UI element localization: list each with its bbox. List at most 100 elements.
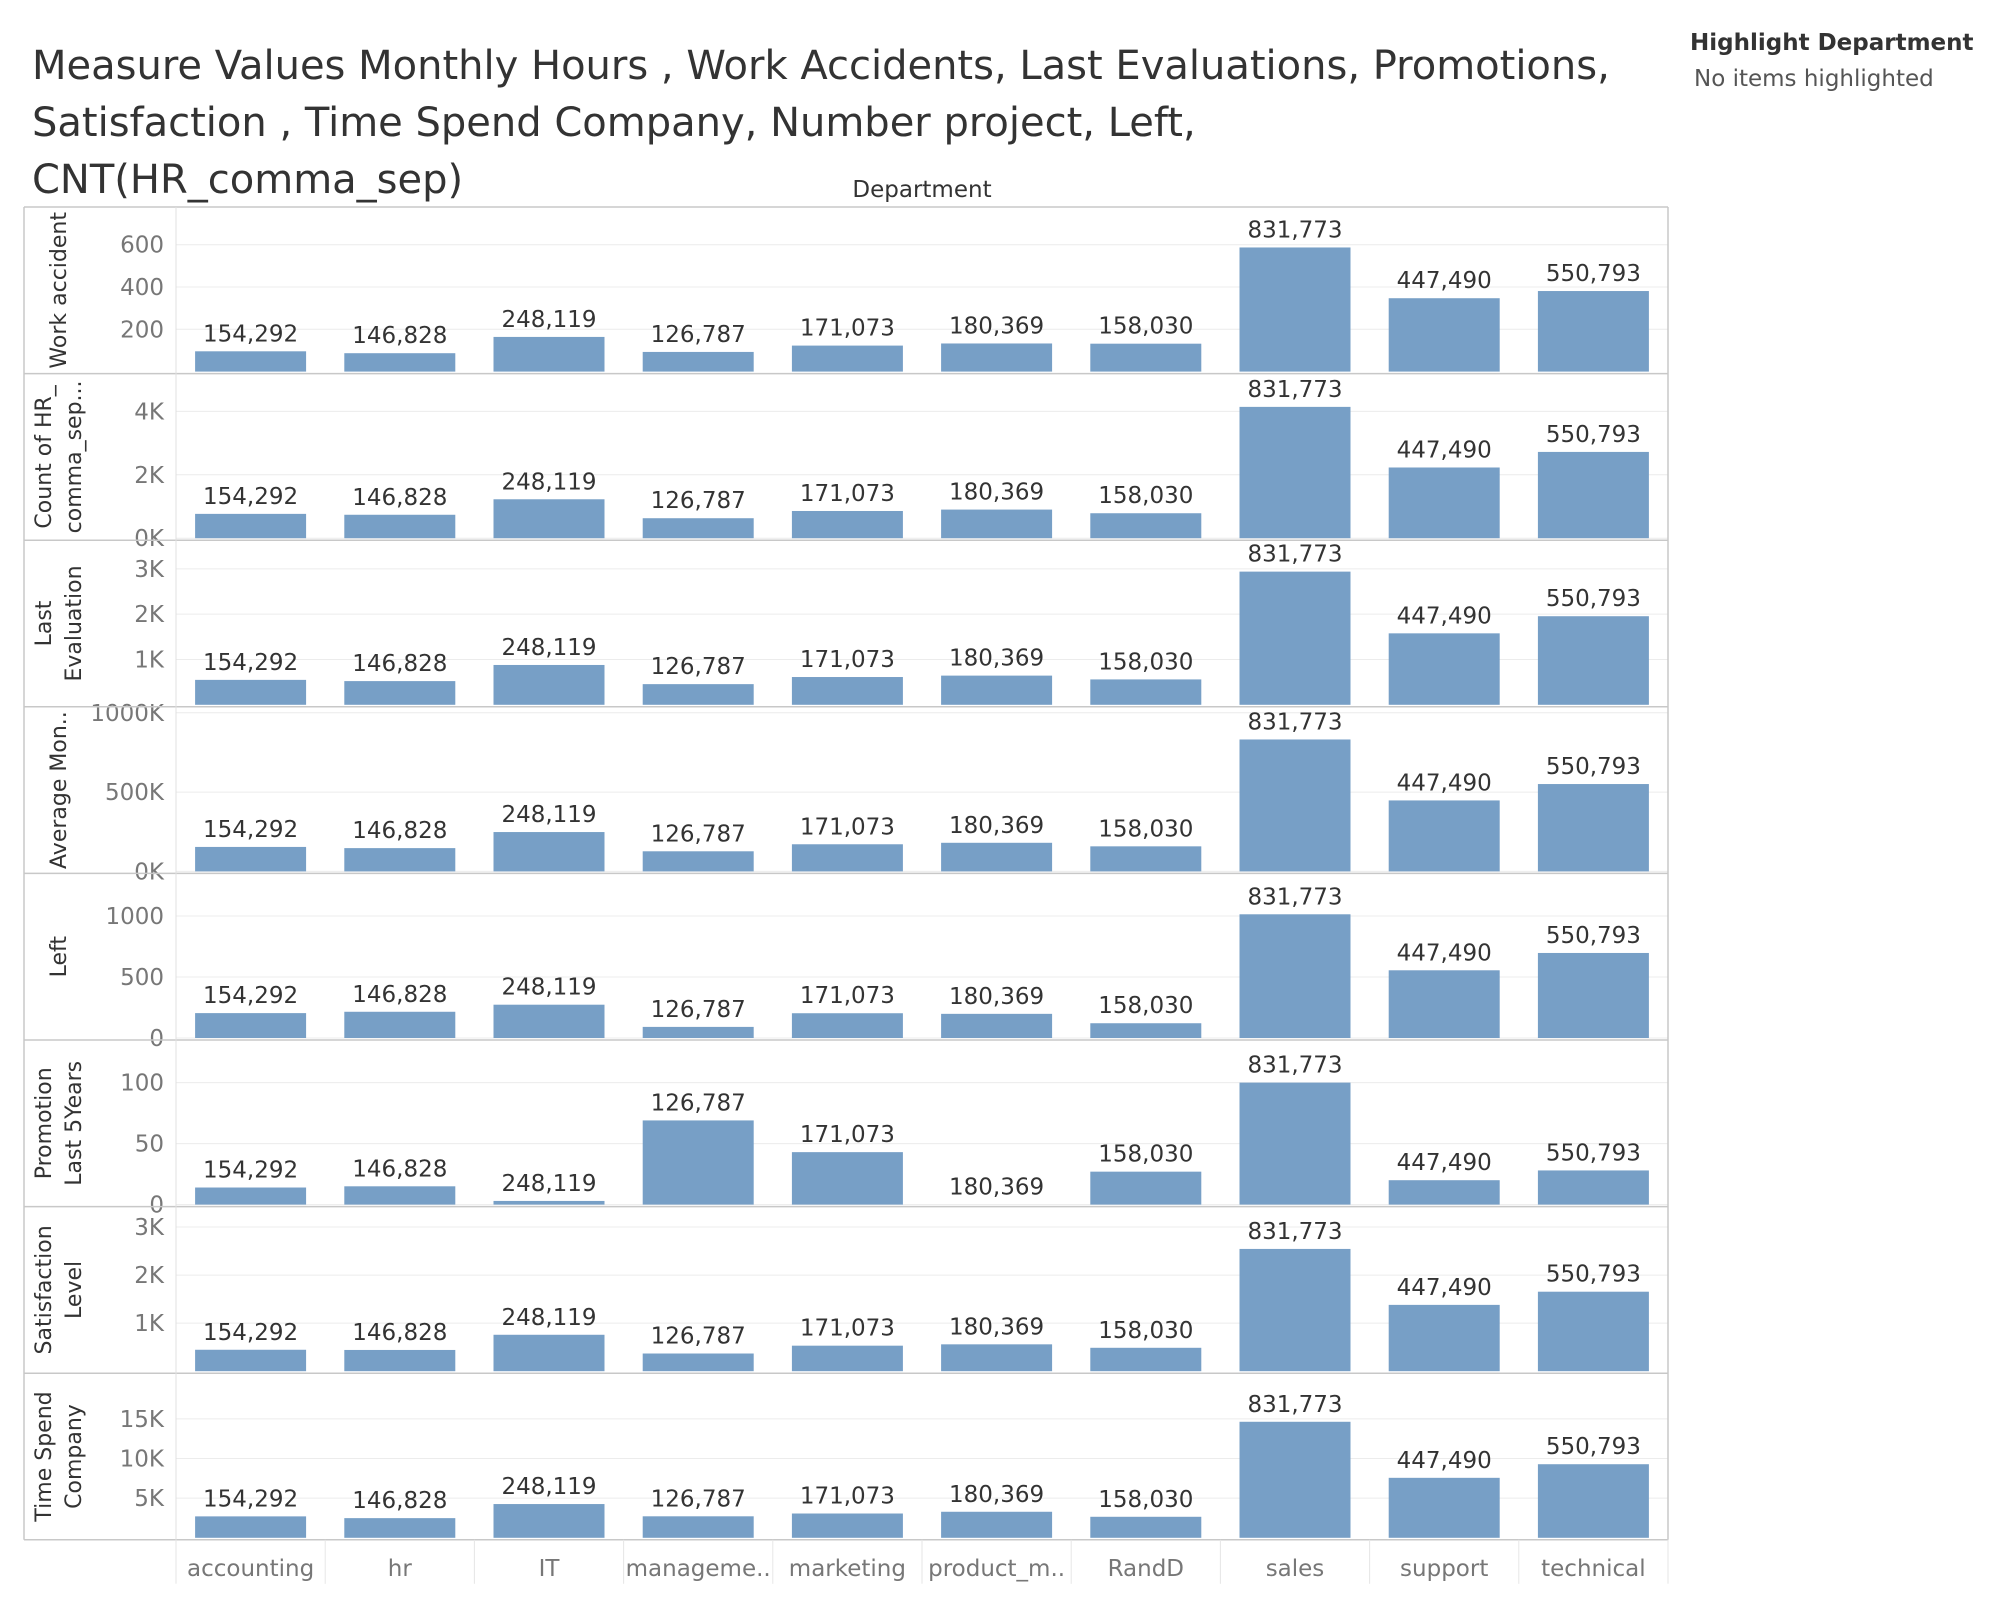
data-label: 158,030 [1098, 816, 1193, 842]
y-tick-label: 0K [134, 859, 165, 885]
data-label: 831,773 [1247, 1219, 1342, 1245]
data-label: 154,292 [203, 983, 298, 1009]
data-label: 154,292 [203, 1486, 298, 1512]
data-label: 126,787 [651, 1486, 746, 1512]
bar [1090, 679, 1202, 705]
bar [344, 514, 456, 539]
data-label: 550,793 [1546, 1140, 1641, 1166]
bar [1090, 1171, 1202, 1205]
y-tick-label: 2K [134, 602, 165, 628]
bar [941, 1013, 1053, 1038]
data-label: 180,369 [949, 813, 1044, 839]
y-tick-label: 400 [120, 275, 164, 301]
bar [1388, 1304, 1500, 1372]
y-tick-label: 1K [134, 1311, 165, 1337]
bar [493, 1334, 605, 1372]
data-label: 831,773 [1247, 709, 1342, 735]
data-label: 126,787 [651, 997, 746, 1023]
category-label: manageme.. [626, 1556, 771, 1582]
data-label: 447,490 [1397, 603, 1492, 629]
bar [493, 832, 605, 872]
bar [493, 664, 605, 705]
bar [1537, 1464, 1649, 1538]
row-label: Evaluation [62, 565, 87, 681]
bar [791, 510, 903, 539]
row-label: Promotion [32, 1067, 57, 1179]
data-label: 171,073 [800, 316, 895, 342]
bar [941, 509, 1053, 539]
bar [791, 1152, 903, 1205]
data-label: 550,793 [1546, 754, 1641, 780]
data-label: 180,369 [949, 313, 1044, 339]
bar [1239, 739, 1351, 872]
highlight-legend-status[interactable]: No items highlighted [1694, 66, 1934, 92]
data-label: 180,369 [949, 480, 1044, 506]
data-label: 447,490 [1397, 437, 1492, 463]
data-label: 248,119 [501, 975, 596, 1001]
row-label: Time Spend [32, 1391, 57, 1522]
data-label: 248,119 [501, 635, 596, 661]
bar [1388, 298, 1500, 372]
y-tick-label: 10K [120, 1447, 165, 1473]
data-label: 171,073 [800, 1484, 895, 1510]
data-label: 550,793 [1546, 1434, 1641, 1460]
bar [642, 351, 754, 372]
bar [195, 351, 307, 372]
bar [1537, 784, 1649, 872]
data-label: 158,030 [1098, 649, 1193, 675]
bar [344, 681, 456, 705]
data-label: 831,773 [1247, 884, 1342, 910]
bar [941, 1511, 1053, 1538]
bar [1388, 467, 1500, 539]
bar [195, 513, 307, 539]
bar [642, 518, 754, 539]
bar [1537, 291, 1649, 372]
bar [791, 1513, 903, 1538]
bar [1239, 1248, 1351, 1372]
bar [941, 1344, 1053, 1372]
bar [1388, 1477, 1500, 1538]
data-label: 831,773 [1247, 1392, 1342, 1418]
bar [1239, 914, 1351, 1038]
bar [1388, 970, 1500, 1038]
bar [344, 1518, 456, 1538]
bar [1090, 343, 1202, 372]
y-tick-label: 1K [134, 647, 165, 673]
bar [941, 343, 1053, 372]
data-label: 146,828 [352, 485, 447, 511]
row-label: Work accident [47, 212, 72, 369]
category-label: accounting [187, 1556, 314, 1582]
data-label: 447,490 [1397, 268, 1492, 294]
bar [791, 844, 903, 872]
data-label: 831,773 [1247, 217, 1342, 243]
y-tick-label: 3K [134, 1215, 165, 1241]
data-label: 248,119 [501, 1474, 596, 1500]
y-tick-label: 4K [134, 399, 165, 425]
data-label: 146,828 [352, 1320, 447, 1346]
data-label: 158,030 [1098, 1142, 1193, 1168]
data-label: 180,369 [949, 1175, 1044, 1201]
bar [791, 1013, 903, 1038]
data-label: 158,030 [1098, 993, 1193, 1019]
bar [195, 1349, 307, 1372]
data-label: 180,369 [949, 1482, 1044, 1508]
y-tick-label: 5K [134, 1486, 165, 1512]
row-label: Company [62, 1404, 87, 1509]
bar [1090, 1516, 1202, 1538]
y-tick-label: 3K [134, 557, 165, 583]
bar [344, 848, 456, 872]
data-label: 171,073 [800, 647, 895, 673]
bar [642, 684, 754, 705]
data-label: 248,119 [501, 1171, 596, 1197]
data-label: 158,030 [1098, 1318, 1193, 1344]
data-label: 550,793 [1546, 1262, 1641, 1288]
data-label: 171,073 [800, 1122, 895, 1148]
bar [493, 336, 605, 372]
bar [195, 679, 307, 705]
category-label: support [1400, 1556, 1488, 1582]
bar [344, 353, 456, 372]
bar [642, 1516, 754, 1538]
row-label: Last 5Years [62, 1061, 87, 1186]
row-label: Count of HR_ [32, 384, 57, 528]
